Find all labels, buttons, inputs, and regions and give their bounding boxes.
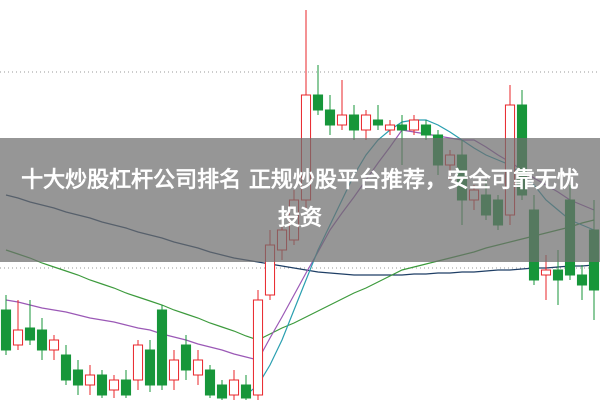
candle-body (324, 109, 336, 126)
candle-body (576, 274, 588, 286)
candle-body (348, 114, 360, 131)
candle-body (0, 309, 12, 351)
candle-body (72, 369, 84, 386)
candle-body (96, 374, 108, 396)
candle-body (228, 379, 240, 396)
candle-body (540, 269, 552, 276)
candle-body (168, 359, 180, 381)
candle-body (408, 119, 420, 131)
candle-body (312, 94, 324, 111)
candle-body (36, 329, 48, 351)
candle-body (552, 269, 564, 281)
candle-body (384, 124, 396, 131)
candle-body (360, 114, 372, 131)
candle-body (12, 329, 24, 346)
candle-body (204, 369, 216, 396)
candle-body (240, 384, 252, 399)
candle-body (132, 344, 144, 381)
candle-body (252, 299, 264, 396)
candle-body (156, 309, 168, 386)
candle-body (144, 349, 156, 386)
title-banner: 十大炒股杠杆公司排名 正规炒股平台推荐，安全可靠无忧投资 (0, 138, 600, 262)
candle-body (216, 384, 228, 399)
candle-body (396, 124, 408, 131)
candle-body (84, 374, 96, 386)
candle-body (48, 339, 60, 351)
candle-body (372, 119, 384, 126)
candle-body (336, 114, 348, 126)
candle-body (60, 354, 72, 381)
candle-body (180, 344, 192, 371)
candle-body (420, 124, 432, 136)
candle-body (24, 327, 36, 341)
title: 十大炒股杠杆公司排名 正规炒股平台推荐，安全可靠无忧投资 (21, 168, 579, 231)
candle-body (108, 379, 120, 391)
candle-body (192, 359, 204, 376)
candle-body (120, 379, 132, 396)
